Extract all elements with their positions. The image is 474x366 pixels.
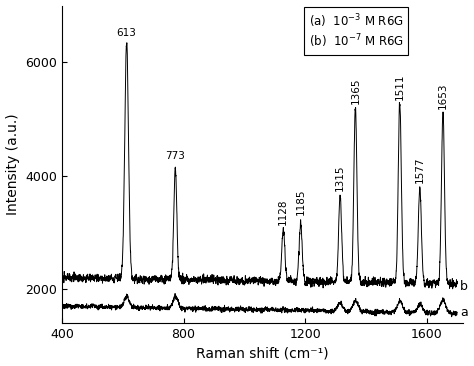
Text: b: b [460, 280, 468, 293]
Text: 1315: 1315 [335, 165, 345, 191]
Text: 1653: 1653 [438, 82, 448, 109]
Text: (a)  $10^{-3}$ M R6G
(b)  $10^{-7}$ M R6G: (a) $10^{-3}$ M R6G (b) $10^{-7}$ M R6G [309, 12, 404, 50]
Text: 1577: 1577 [415, 156, 425, 183]
Text: 1128: 1128 [278, 198, 288, 225]
Text: 1365: 1365 [350, 77, 360, 104]
Text: a: a [460, 306, 468, 319]
Text: 613: 613 [117, 28, 137, 38]
Text: 773: 773 [165, 151, 185, 161]
Y-axis label: Intensity (a.u.): Intensity (a.u.) [6, 113, 19, 215]
Text: 1511: 1511 [395, 73, 405, 100]
Text: 1185: 1185 [296, 189, 306, 215]
X-axis label: Raman shift (cm⁻¹): Raman shift (cm⁻¹) [196, 347, 329, 361]
